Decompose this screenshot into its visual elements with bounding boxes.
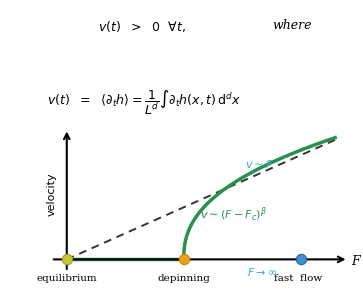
Point (64, 257, 70, 262)
Text: $v \sim F$: $v \sim F$ (245, 158, 274, 170)
Text: velocity: velocity (47, 173, 57, 216)
Text: where: where (272, 19, 312, 32)
Text: depinning: depinning (157, 274, 210, 283)
Text: F: F (351, 255, 360, 269)
Point (298, 257, 303, 262)
Text: $v(t)\ \ >\ \ 0\ \ \forall t,$: $v(t)\ \ >\ \ 0\ \ \forall t,$ (98, 19, 186, 34)
Text: $v(t)\ \ =\ \ \langle \partial_t h\rangle = \dfrac{1}{L^d}\int \partial_t h(x,t): $v(t)\ \ =\ \ \langle \partial_t h\rangl… (47, 88, 241, 117)
Text: $v \sim (F - F_c)^{\beta}$: $v \sim (F - F_c)^{\beta}$ (200, 205, 266, 224)
Text: equilibrium: equilibrium (36, 274, 97, 283)
Point (181, 257, 187, 262)
Text: $F \rightarrow \infty$: $F \rightarrow \infty$ (248, 266, 278, 277)
Text: fast  flow: fast flow (274, 274, 322, 283)
